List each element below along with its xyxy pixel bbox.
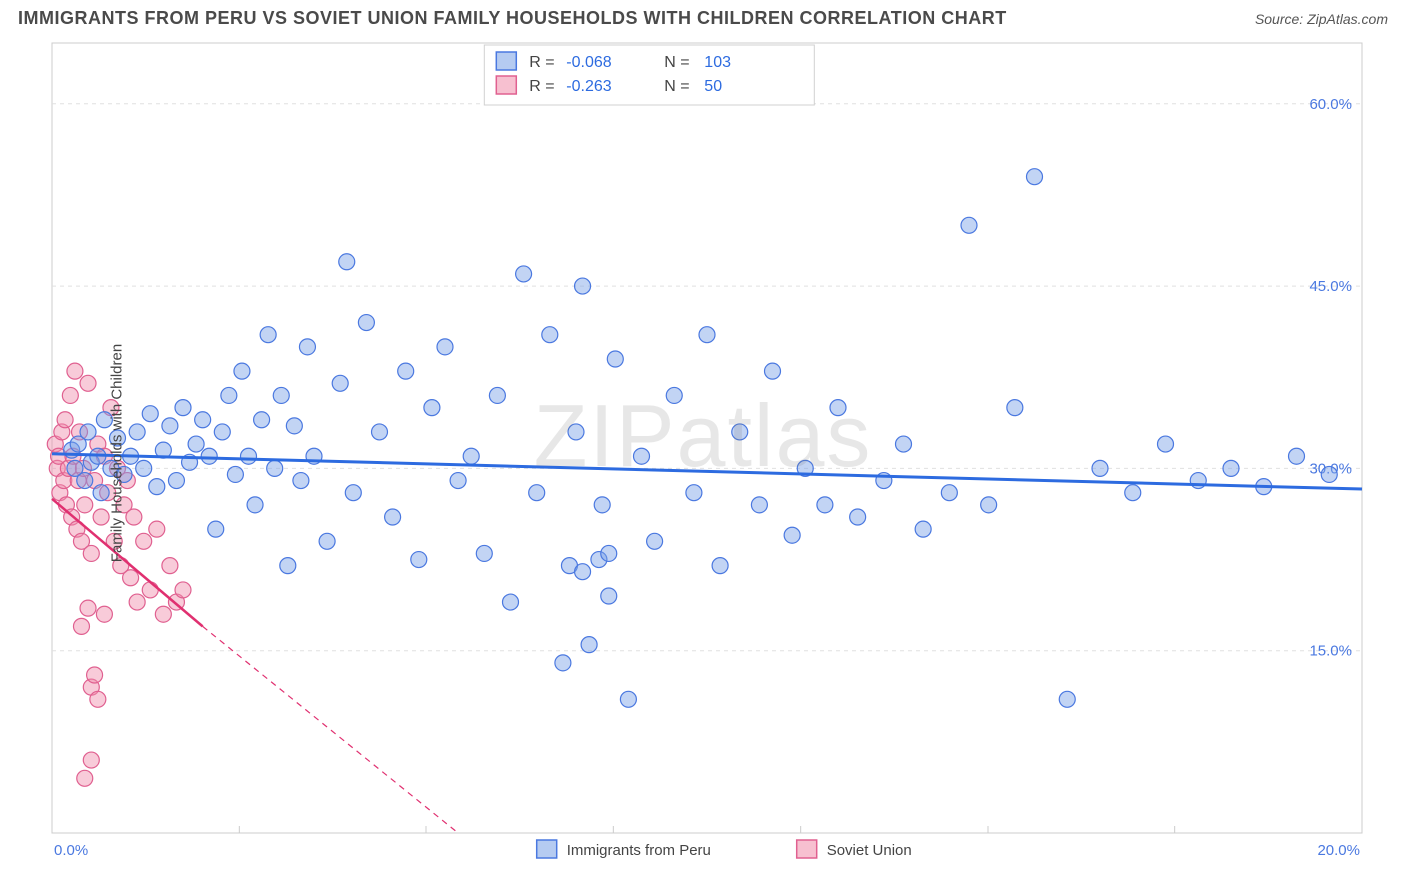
svg-text:20.0%: 20.0% [1317, 842, 1360, 859]
svg-text:N =: N = [664, 54, 689, 71]
svg-text:Immigrants from Peru: Immigrants from Peru [567, 842, 711, 859]
svg-text:Soviet Union: Soviet Union [827, 842, 912, 859]
svg-text:N =: N = [664, 78, 689, 95]
svg-text:0.0%: 0.0% [54, 842, 88, 859]
svg-text:R =: R = [529, 78, 554, 95]
svg-text:-0.068: -0.068 [566, 54, 611, 71]
svg-text:60.0%: 60.0% [1309, 96, 1352, 113]
source-attribution: Source: ZipAtlas.com [1255, 11, 1388, 27]
svg-text:103: 103 [704, 54, 731, 71]
svg-text:50: 50 [704, 78, 722, 95]
svg-text:15.0%: 15.0% [1309, 643, 1352, 660]
chart-title: IMMIGRANTS FROM PERU VS SOVIET UNION FAM… [18, 8, 1007, 29]
svg-text:45.0%: 45.0% [1309, 278, 1352, 295]
svg-text:R =: R = [529, 54, 554, 71]
svg-text:-0.263: -0.263 [566, 78, 611, 95]
y-axis-label: Family Households with Children [109, 344, 126, 562]
scatter-chart: 15.0%30.0%45.0%60.0%0.0%20.0%R =-0.068N … [0, 33, 1406, 873]
